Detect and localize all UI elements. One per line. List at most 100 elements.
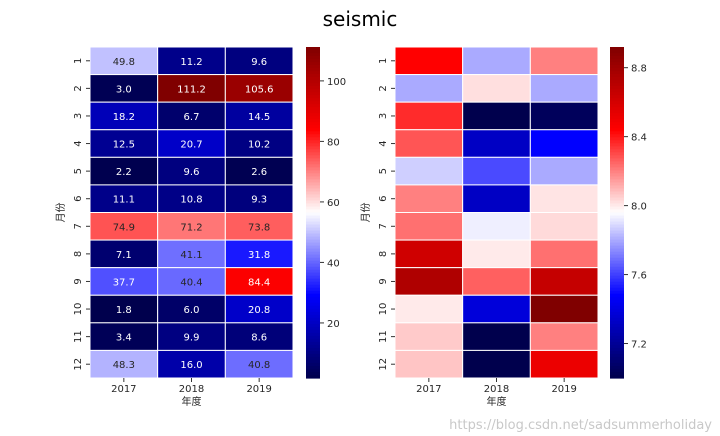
colorbar-segment: [306, 338, 320, 343]
colorbar-segment: [306, 74, 320, 78]
cell-label: 20.8: [248, 305, 270, 316]
colorbar-segment: [610, 47, 624, 51]
y-tick-label: 12: [73, 358, 84, 371]
colorbar-segment: [306, 167, 320, 171]
x-tick-label: 2018: [179, 384, 204, 395]
colorbar-segment: [306, 215, 320, 220]
colorbar-segment: [306, 179, 320, 184]
colorbar-segment: [306, 56, 320, 60]
x-tick-label: 2017: [416, 384, 441, 395]
colorbar-tick-label: 8.4: [631, 133, 647, 144]
cell-label: 84.4: [248, 277, 270, 288]
colorbar-segment: [610, 314, 624, 319]
colorbar-segment: [610, 98, 624, 102]
heatmap-cell: [224, 322, 294, 351]
colorbar-segment: [306, 119, 320, 123]
heatmap-cell: [157, 212, 226, 241]
colorbar-segment: [610, 338, 624, 343]
cell-label: 49.8: [113, 57, 135, 68]
colorbar-segment: [306, 47, 320, 51]
colorbar-segment: [306, 83, 320, 87]
y-tick-label: 7: [73, 223, 84, 229]
colorbar-segment: [306, 320, 320, 325]
colorbar-segment: [306, 80, 320, 84]
heatmap-cell: [157, 294, 226, 324]
colorbar-segment: [306, 299, 320, 304]
colorbar-segment: [306, 350, 320, 355]
cell-label: 105.6: [245, 84, 274, 95]
heatmap-cell: [462, 239, 531, 269]
colorbar-segment: [306, 86, 320, 90]
y-tick-label: 2: [73, 85, 84, 91]
colorbar-segment: [306, 263, 320, 268]
colorbar-segment: [306, 104, 320, 108]
heatmap-cell: [462, 46, 531, 76]
colorbar-segment: [610, 353, 624, 358]
colorbar-segment: [306, 53, 320, 57]
heatmap-cell: [394, 239, 464, 269]
x-axis-label: 年度: [487, 395, 507, 408]
heatmap-cell: [529, 267, 599, 296]
colorbar-segment: [306, 368, 320, 373]
colorbar-segment: [610, 320, 624, 325]
colorbar-segment: [306, 128, 320, 132]
y-tick-label: 8: [73, 251, 84, 257]
colorbar-tick-label: 20: [327, 319, 340, 330]
heatmap-cell: [462, 294, 531, 324]
colorbar-segment: [306, 311, 320, 316]
y-tick-label: 5: [378, 168, 389, 174]
colorbar-segment: [610, 245, 624, 250]
colorbar-segment: [610, 167, 624, 171]
colorbar-segment: [610, 350, 624, 355]
colorbar-segment: [306, 116, 320, 120]
colorbar-segment: [610, 227, 624, 232]
colorbar-segment: [306, 188, 320, 193]
colorbar-segment: [610, 164, 624, 168]
heatmap-cell: [529, 74, 599, 103]
colorbar-segment: [306, 197, 320, 202]
colorbar-segment: [306, 365, 320, 370]
heatmap-cell: [224, 184, 294, 214]
colorbar-segment: [306, 206, 320, 211]
colorbar-segment: [306, 326, 320, 331]
y-tick-label: 9: [378, 278, 389, 284]
cell-label: 9.6: [184, 167, 200, 178]
colorbar-segment: [306, 332, 320, 337]
colorbar-segment: [610, 221, 624, 226]
colorbar-segment: [610, 104, 624, 108]
colorbar-segment: [610, 86, 624, 90]
heatmap-cell: [462, 322, 531, 351]
colorbar-segment: [306, 131, 320, 135]
colorbar-segment: [610, 290, 624, 295]
colorbar-segment: [306, 251, 320, 256]
colorbar-segment: [306, 191, 320, 196]
y-tick-label: 7: [378, 223, 389, 229]
colorbar-segment: [306, 77, 320, 81]
colorbar-segment: [306, 233, 320, 238]
colorbar-segment: [306, 260, 320, 265]
y-tick-label: 4: [378, 140, 389, 146]
colorbar-segment: [610, 272, 624, 277]
colorbar-segment: [610, 65, 624, 69]
y-tick-label: 1: [378, 58, 389, 64]
colorbar-segment: [610, 242, 624, 247]
colorbar-segment: [306, 248, 320, 253]
heatmap-cell: [89, 129, 159, 158]
heatmap-cell: [394, 184, 464, 214]
colorbar-segment: [610, 152, 624, 156]
colorbar-segment: [306, 146, 320, 150]
colorbar-segment: [306, 287, 320, 292]
colorbar-segment: [306, 245, 320, 250]
colorbar-segment: [610, 365, 624, 370]
colorbar-segment: [306, 353, 320, 358]
colorbar-segment: [610, 362, 624, 367]
cell-label: 9.3: [251, 195, 267, 206]
colorbar-segment: [306, 113, 320, 117]
colorbar-segment: [610, 269, 624, 274]
colorbar-segment: [610, 341, 624, 346]
colorbar-segment: [610, 302, 624, 307]
colorbar-segment: [306, 50, 320, 54]
colorbar-segment: [610, 224, 624, 229]
colorbar-segment: [306, 281, 320, 286]
y-tick-label: 1: [73, 58, 84, 64]
